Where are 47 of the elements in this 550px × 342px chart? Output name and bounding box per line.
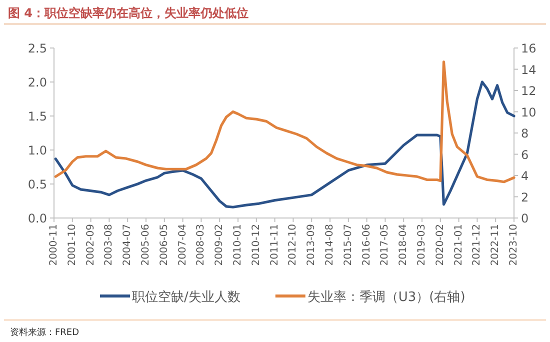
x-tick-label: 2021-01 (453, 224, 464, 266)
legend-label: 失业率：季调（U3）(右轴) (307, 289, 466, 305)
x-tick-label: 2014-08 (324, 224, 336, 266)
x-tick-label: 2004-07 (122, 224, 134, 266)
y-tick-label: 1.5 (28, 110, 47, 124)
x-tick-label: 2013-09 (306, 224, 318, 266)
x-tick-label: 2010-12 (250, 224, 262, 266)
x-tick-label: 2001-10 (66, 224, 78, 266)
x-tick-label: 2008-03 (196, 224, 207, 266)
line-series (54, 80, 516, 208)
y2-tick-label: 6 (521, 148, 529, 162)
x-tick-label: 2015-07 (342, 224, 354, 266)
x-tick-label: 2016-06 (361, 224, 372, 266)
x-tick-label: 2021-12 (472, 224, 483, 266)
x-tick-label: 2006-05 (158, 224, 170, 266)
y2-tick-label: 0 (521, 212, 529, 226)
y2-tick-label: 12 (521, 84, 536, 98)
x-tick-label: 2022-11 (490, 224, 502, 266)
y-tick-label: 2.0 (28, 76, 47, 90)
line-series (54, 60, 516, 184)
x-tick-label: 2020-02 (434, 224, 446, 266)
x-tick-label: 2007-04 (177, 224, 188, 266)
x-tick-label: 2002-09 (85, 224, 96, 266)
y-tick-label: 2.5 (28, 42, 47, 56)
y-tick-label: 0.5 (28, 178, 47, 192)
x-tick-label: 2000-11 (48, 224, 60, 266)
y2-tick-label: 8 (521, 126, 529, 140)
y2-tick-label: 4 (521, 169, 529, 183)
legend-label: 职位空缺/失业人数 (132, 290, 240, 305)
x-tick-label: 2023-10 (508, 224, 520, 266)
x-tick-label: 2019-03 (416, 224, 428, 266)
x-tick-label: 2011-11 (269, 224, 280, 266)
x-tick-label: 2018-04 (398, 224, 410, 266)
x-tick-label: 2012-10 (288, 224, 299, 266)
x-tick-label: 2005-06 (140, 224, 152, 266)
x-tick-label: 2009-02 (214, 224, 226, 266)
x-tick-label: 2010-01 (232, 224, 244, 266)
text: 资料来源：FRED (10, 327, 80, 338)
y-tick-label: 1.0 (28, 144, 47, 158)
x-tick-label: 2003-08 (104, 224, 115, 266)
y2-tick-label: 10 (521, 105, 536, 120)
y2-tick-label: 14 (521, 62, 536, 77)
y-tick-label: 0.0 (28, 212, 47, 226)
chart-title: 图 4：职位空缺率仍在高位，失业率仍处低位 (8, 6, 249, 20)
y2-tick-label: 2 (521, 190, 529, 204)
x-tick-label: 2017-05 (380, 224, 391, 266)
y2-tick-label: 16 (521, 42, 536, 56)
